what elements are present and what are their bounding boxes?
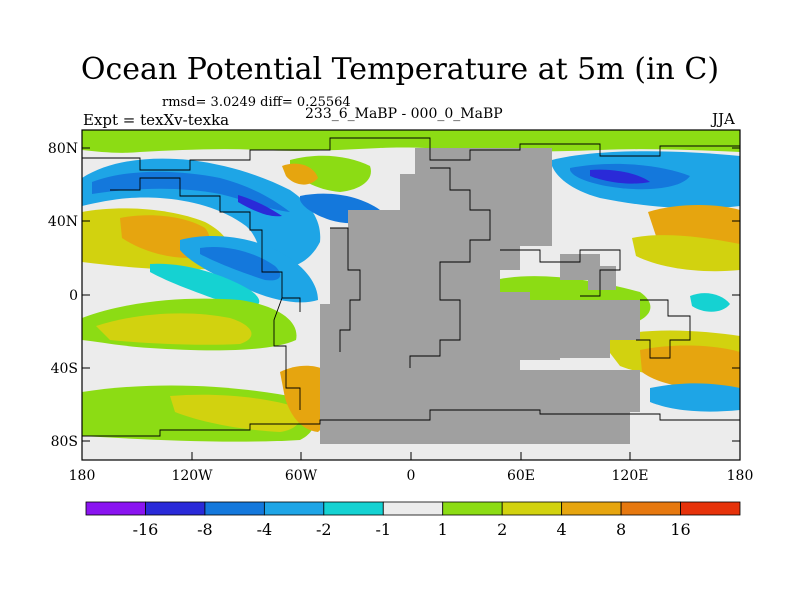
colorbar-label-0: -16 xyxy=(133,520,159,539)
axis-labels: 80N 40N 0 40S 80S 180 120W 60W 0 60E 120… xyxy=(48,141,753,484)
difference-label: 233_6_MaBP - 000_0_MaBP xyxy=(305,106,503,122)
tick-marks xyxy=(81,147,741,460)
experiment-label: Expt = texXv-texka xyxy=(83,111,230,129)
y-label-0: 0 xyxy=(69,288,78,304)
coastline-inner-atlantic xyxy=(330,227,361,352)
colorbar-swatch-9 xyxy=(620,501,681,516)
colorbar-labels: -16 -8 -4 -2 -1 1 2 4 8 16 xyxy=(133,520,691,539)
x-label-60w: 60W xyxy=(285,468,318,484)
coastline-north xyxy=(82,137,740,171)
colorbar-swatch-1 xyxy=(145,501,206,516)
y-label-40s: 40S xyxy=(51,361,78,377)
coastline-asia xyxy=(500,249,621,297)
colorbar-swatch-8 xyxy=(561,501,622,516)
land-eastern-fragments xyxy=(560,254,616,290)
southern-ocean-yellow xyxy=(170,394,302,432)
colorbar-label-9: 16 xyxy=(670,520,690,539)
coastline-south-america xyxy=(273,297,301,410)
equatorial-blue-core xyxy=(200,246,281,281)
colorbar-label-7: 4 xyxy=(557,520,567,539)
x-label-120e: 120E xyxy=(612,468,649,484)
map-title: Ocean Potential Temperature at 5m (in C) xyxy=(80,52,720,87)
colorbar-swatch-2 xyxy=(204,501,265,516)
southeast-orange xyxy=(640,345,740,390)
colorbar-swatch-7 xyxy=(501,501,563,516)
colorbar-label-5: 1 xyxy=(438,520,448,539)
west-pacific-deep xyxy=(590,169,650,184)
y-label-40n: 40N xyxy=(48,214,78,230)
colorbar-label-3: -2 xyxy=(316,520,332,539)
colorbar-swatch-3 xyxy=(263,501,325,516)
x-label-60e: 60E xyxy=(507,468,535,484)
colorbar-swatch-5 xyxy=(382,501,444,516)
x-label-180w: 180 xyxy=(69,468,96,484)
land-mask xyxy=(320,148,640,444)
y-label-80s: 80S xyxy=(51,434,78,450)
east-cyan-fleck xyxy=(690,293,730,312)
arctic-green-belt xyxy=(82,130,740,156)
colorbar-label-4: -1 xyxy=(375,520,391,539)
x-label-120w: 120W xyxy=(171,468,213,484)
y-label-80n: 80N xyxy=(48,141,78,157)
x-label-180e: 180 xyxy=(727,468,754,484)
x-label-0: 0 xyxy=(407,468,416,484)
southeast-blue xyxy=(650,383,740,412)
coastline-africa xyxy=(409,167,491,368)
colorbar-swatch-0 xyxy=(85,501,146,516)
colorbar-label-8: 8 xyxy=(616,520,626,539)
land-mediterranean-fragments xyxy=(430,290,460,306)
coastlines xyxy=(82,137,740,437)
colorbar xyxy=(85,501,741,516)
colorbar-swatch-10 xyxy=(680,501,741,516)
north-pacific-deep xyxy=(238,195,282,217)
colorbar-label-6: 2 xyxy=(497,520,507,539)
colorbar-swatch-4 xyxy=(323,501,384,516)
coastline-australia xyxy=(636,299,691,359)
north-atlantic-orange xyxy=(282,163,318,185)
north-pacific-core xyxy=(92,171,290,212)
colorbar-swatch-6 xyxy=(442,501,503,516)
northwest-yellow xyxy=(632,235,740,272)
land-americas-africa-eurasia xyxy=(320,148,640,444)
equatorial-cyan xyxy=(150,263,260,308)
colorbar-label-2: -4 xyxy=(257,520,273,539)
south-pacific-yellow xyxy=(96,313,252,345)
coastline-antarctica xyxy=(82,409,740,437)
coastline-north-america xyxy=(110,177,301,312)
stats-label: rmsd= 3.0249 diff= 0.25564 xyxy=(162,95,351,110)
colorbar-label-1: -8 xyxy=(197,520,213,539)
season-label: JJA xyxy=(712,110,735,128)
